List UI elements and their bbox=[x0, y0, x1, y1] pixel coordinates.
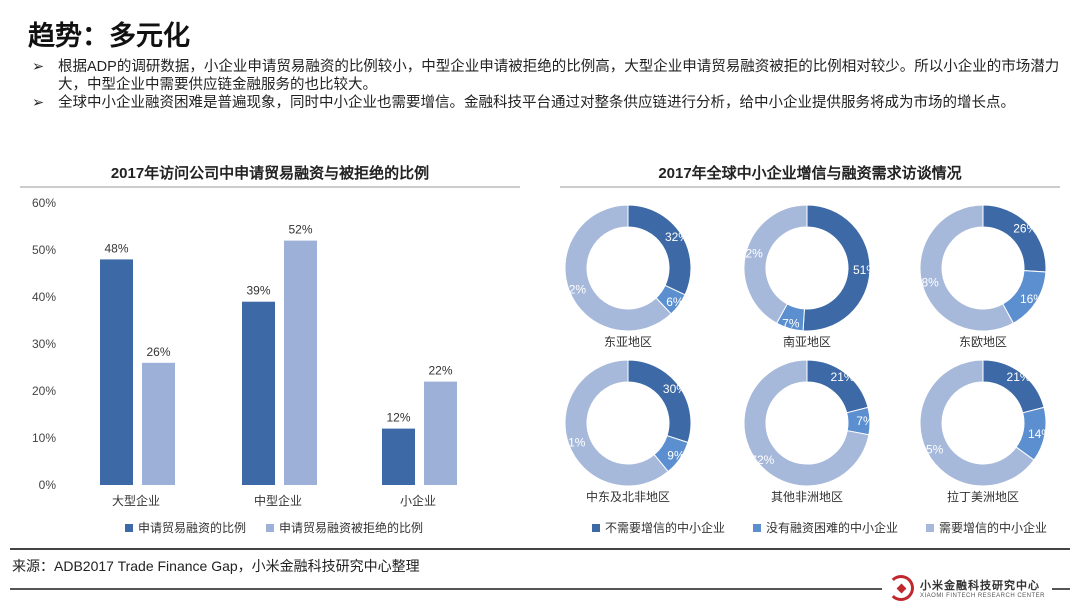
slice-label: 51% bbox=[853, 263, 877, 277]
donut-slice bbox=[627, 204, 692, 296]
y-tick-label: 30% bbox=[32, 337, 56, 351]
donut-charts: 32% 6% 62% 东亚地区 51% 7% 42% 南亚地区 26% 16% 58% 东欧地区 30%… bbox=[561, 204, 1052, 504]
source-note: 来源：ADB2017 Trade Finance Gap，小米金融科技研究中心整… bbox=[12, 558, 420, 574]
arrow-bullet-icon: ➢ bbox=[32, 59, 45, 75]
bar-legend: 申请贸易融资的比例 申请贸易融资被拒绝的比例 bbox=[125, 519, 423, 536]
donut-slice bbox=[919, 204, 1015, 332]
divider bbox=[20, 186, 520, 188]
data-label: 22% bbox=[428, 364, 452, 378]
bar-chart: 0% 10% 20% 30% 40% 50% 60% 48% 26% 大型企业 39% 52% 中型企业… bbox=[32, 196, 457, 508]
divider bbox=[1052, 588, 1070, 590]
y-tick-label: 50% bbox=[32, 243, 56, 257]
data-label: 48% bbox=[104, 241, 128, 255]
donut-slice bbox=[743, 204, 808, 324]
y-tick-label: 20% bbox=[32, 384, 56, 398]
arrow-bullet-icon: ➢ bbox=[32, 95, 45, 111]
slice-label: 7% bbox=[856, 414, 874, 428]
slice-label: 42% bbox=[739, 247, 763, 261]
legend-item: 需要增信的中小企业 bbox=[926, 519, 1047, 536]
legend-item: 申请贸易融资被拒绝的比例 bbox=[266, 519, 423, 536]
donut-legend: 不需要增信的中小企业 没有融资困难的中小企业 需要增信的中小企业 bbox=[592, 519, 1047, 536]
bullet-list: ➢ 根据ADP的调研数据，小企业申请贸易融资的比例较小，中型企业申请被拒绝的比例高… bbox=[32, 58, 1062, 112]
donut-slice bbox=[564, 359, 669, 487]
data-label: 26% bbox=[146, 345, 170, 359]
slice-label: 7% bbox=[782, 317, 800, 331]
category-label: 小企业 bbox=[400, 493, 436, 508]
y-tick-label: 40% bbox=[32, 290, 56, 304]
category-label: 中型企业 bbox=[254, 493, 302, 508]
slice-label: 6% bbox=[666, 295, 684, 309]
slice-label: 21% bbox=[1007, 370, 1031, 384]
logo: 小米金融科技研究中心 XIAOMI FINTECH RESEARCH CENTE… bbox=[888, 575, 1045, 601]
bar bbox=[382, 428, 415, 485]
bar bbox=[100, 259, 133, 485]
slice-label: 30% bbox=[663, 382, 687, 396]
donut-slice bbox=[564, 204, 672, 332]
bar bbox=[142, 362, 175, 485]
donut-slice bbox=[919, 359, 1035, 487]
region-label: 中东及北非地区 bbox=[586, 489, 670, 504]
bullet-item: ➢ 根据ADP的调研数据，小企业申请贸易融资的比例较小，中型企业申请被拒绝的比例高… bbox=[32, 58, 1062, 94]
slice-label: 16% bbox=[1020, 292, 1044, 306]
donut-slice bbox=[802, 204, 871, 332]
y-tick-label: 0% bbox=[39, 478, 57, 492]
slice-label: 65% bbox=[919, 442, 943, 456]
data-label: 12% bbox=[386, 411, 410, 425]
legend-item: 申请贸易融资的比例 bbox=[125, 519, 246, 536]
bar bbox=[424, 381, 457, 485]
legend-item: 没有融资困难的中小企业 bbox=[753, 519, 898, 536]
donut-slice bbox=[743, 359, 870, 487]
category-label: 大型企业 bbox=[112, 493, 160, 508]
divider bbox=[560, 186, 1060, 188]
divider bbox=[10, 548, 1070, 550]
slice-label: 14% bbox=[1028, 427, 1052, 441]
region-label: 南亚地区 bbox=[783, 334, 831, 349]
donut-slice bbox=[806, 359, 869, 414]
slice-label: 26% bbox=[1013, 221, 1037, 235]
region-label: 其他非洲地区 bbox=[771, 490, 843, 504]
data-label: 52% bbox=[288, 223, 312, 237]
bullet-item: ➢ 全球中小企业融资困难是普遍现象，同时中小企业也需要增信。金融科技平台通过对整条… bbox=[32, 94, 1062, 112]
slice-label: 58% bbox=[915, 275, 939, 289]
slice-label: 62% bbox=[562, 282, 586, 296]
donut-slice bbox=[982, 204, 1047, 273]
bar-chart-title: 2017年访问公司中申请贸易融资与被拒绝的比例 bbox=[110, 165, 430, 182]
bullet-text: 全球中小企业融资困难是普遍现象，同时中小企业也需要增信。金融科技平台通过对整条供… bbox=[58, 95, 1015, 111]
bar bbox=[242, 301, 275, 485]
donut-chart-title: 2017年全球中小企业增信与融资需求访谈情况 bbox=[658, 165, 962, 182]
data-label: 39% bbox=[246, 284, 270, 298]
bar bbox=[284, 240, 317, 485]
logo-icon bbox=[888, 575, 914, 601]
donut-slice bbox=[627, 359, 692, 444]
divider bbox=[10, 588, 882, 590]
slice-label: 61% bbox=[561, 436, 585, 450]
legend-item: 不需要增信的中小企业 bbox=[592, 519, 725, 536]
slice-label: 72% bbox=[750, 453, 774, 467]
region-label: 东亚地区 bbox=[604, 335, 652, 349]
slice-label: 9% bbox=[667, 449, 685, 463]
page-title: 趋势：多元化 bbox=[28, 21, 190, 51]
y-tick-label: 60% bbox=[32, 196, 56, 210]
y-tick-label: 10% bbox=[32, 431, 56, 445]
bullet-text: 根据ADP的调研数据，小企业申请贸易融资的比例较小，中型企业申请被拒绝的比例高，… bbox=[58, 59, 1060, 93]
slice-label: 32% bbox=[665, 230, 689, 244]
logo-cn: 小米金融科技研究中心 bbox=[920, 580, 1040, 592]
donut-slice bbox=[982, 359, 1045, 414]
slice-label: 21% bbox=[831, 370, 855, 384]
region-label: 东欧地区 bbox=[959, 335, 1007, 349]
region-label: 拉丁美洲地区 bbox=[947, 489, 1019, 504]
logo-en: XIAOMI FINTECH RESEARCH CENTER bbox=[920, 593, 1046, 599]
